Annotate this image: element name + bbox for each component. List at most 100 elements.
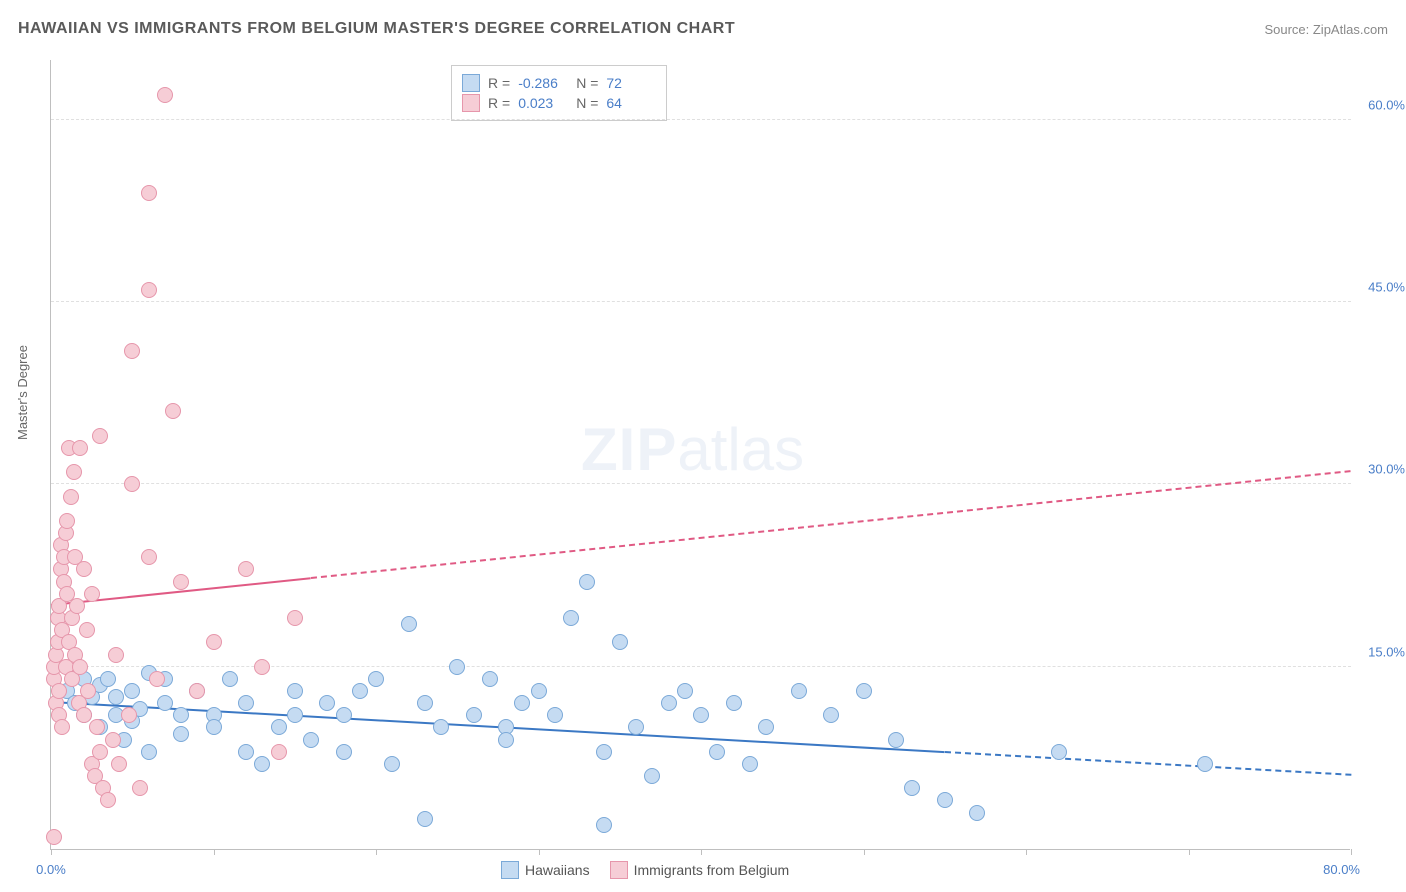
scatter-point bbox=[287, 683, 303, 699]
scatter-point bbox=[238, 695, 254, 711]
scatter-point bbox=[791, 683, 807, 699]
scatter-point bbox=[108, 689, 124, 705]
scatter-point bbox=[66, 464, 82, 480]
r-value-series1: -0.286 bbox=[518, 75, 568, 91]
scatter-point bbox=[482, 671, 498, 687]
scatter-point bbox=[222, 671, 238, 687]
scatter-point bbox=[449, 659, 465, 675]
scatter-point bbox=[100, 792, 116, 808]
trend-line-dashed bbox=[311, 470, 1351, 579]
scatter-point bbox=[287, 610, 303, 626]
scatter-point bbox=[417, 811, 433, 827]
watermark-zip: ZIP bbox=[581, 416, 677, 483]
scatter-point bbox=[612, 634, 628, 650]
n-label: N = bbox=[576, 75, 598, 91]
legend-label-series2: Immigrants from Belgium bbox=[634, 862, 790, 878]
gridline-y bbox=[51, 301, 1351, 302]
scatter-point bbox=[417, 695, 433, 711]
scatter-point bbox=[238, 744, 254, 760]
legend-label-series1: Hawaiians bbox=[525, 862, 590, 878]
scatter-point bbox=[124, 476, 140, 492]
chart-legend: Hawaiians Immigrants from Belgium bbox=[501, 861, 789, 879]
scatter-point bbox=[596, 744, 612, 760]
xtick bbox=[539, 849, 540, 855]
r-value-series2: 0.023 bbox=[518, 95, 568, 111]
scatter-point bbox=[132, 780, 148, 796]
scatter-point bbox=[969, 805, 985, 821]
xtick bbox=[1026, 849, 1027, 855]
ytick-label: 30.0% bbox=[1368, 462, 1405, 477]
chart-area: Master's Degree ZIPatlas R = -0.286 N = … bbox=[50, 60, 1350, 850]
scatter-point bbox=[157, 87, 173, 103]
scatter-point bbox=[271, 719, 287, 735]
scatter-point bbox=[100, 671, 116, 687]
scatter-point bbox=[206, 634, 222, 650]
scatter-point bbox=[904, 780, 920, 796]
scatter-point bbox=[76, 707, 92, 723]
scatter-point bbox=[173, 707, 189, 723]
scatter-point bbox=[352, 683, 368, 699]
scatter-point bbox=[937, 792, 953, 808]
xtick bbox=[214, 849, 215, 855]
ytick-label: 15.0% bbox=[1368, 644, 1405, 659]
gridline-y bbox=[51, 666, 1351, 667]
scatter-point bbox=[108, 647, 124, 663]
scatter-point bbox=[563, 610, 579, 626]
scatter-point bbox=[92, 428, 108, 444]
legend-swatch-series2 bbox=[610, 861, 628, 879]
legend-swatch-series1 bbox=[501, 861, 519, 879]
scatter-point bbox=[238, 561, 254, 577]
source-attribution: Source: ZipAtlas.com bbox=[1264, 22, 1388, 37]
scatter-point bbox=[105, 732, 121, 748]
scatter-point bbox=[644, 768, 660, 784]
xtick-label: 80.0% bbox=[1323, 862, 1360, 877]
scatter-point bbox=[189, 683, 205, 699]
swatch-series2 bbox=[462, 94, 480, 112]
n-value-series2: 64 bbox=[606, 95, 656, 111]
scatter-point bbox=[856, 683, 872, 699]
scatter-point bbox=[59, 513, 75, 529]
scatter-point bbox=[823, 707, 839, 723]
xtick bbox=[376, 849, 377, 855]
scatter-point bbox=[466, 707, 482, 723]
scatter-point bbox=[76, 561, 92, 577]
scatter-point bbox=[1051, 744, 1067, 760]
scatter-point bbox=[111, 756, 127, 772]
scatter-point bbox=[401, 616, 417, 632]
scatter-point bbox=[628, 719, 644, 735]
scatter-point bbox=[254, 756, 270, 772]
scatter-point bbox=[51, 683, 67, 699]
y-axis-label: Master's Degree bbox=[15, 345, 30, 440]
scatter-point bbox=[709, 744, 725, 760]
scatter-point bbox=[80, 683, 96, 699]
scatter-point bbox=[89, 719, 105, 735]
scatter-point bbox=[368, 671, 384, 687]
xtick bbox=[864, 849, 865, 855]
scatter-point bbox=[596, 817, 612, 833]
scatter-point bbox=[726, 695, 742, 711]
scatter-point bbox=[157, 695, 173, 711]
scatter-point bbox=[173, 574, 189, 590]
n-value-series1: 72 bbox=[606, 75, 656, 91]
scatter-point bbox=[121, 707, 137, 723]
scatter-point bbox=[63, 489, 79, 505]
scatter-point bbox=[319, 695, 335, 711]
scatter-point bbox=[141, 185, 157, 201]
r-label: R = bbox=[488, 75, 510, 91]
scatter-point bbox=[271, 744, 287, 760]
scatter-point bbox=[69, 598, 85, 614]
scatter-point bbox=[336, 707, 352, 723]
scatter-point bbox=[1197, 756, 1213, 772]
scatter-point bbox=[433, 719, 449, 735]
xtick-label: 0.0% bbox=[36, 862, 66, 877]
scatter-point bbox=[124, 343, 140, 359]
scatter-plot: ZIPatlas R = -0.286 N = 72 R = 0.023 N =… bbox=[50, 60, 1350, 850]
scatter-point bbox=[677, 683, 693, 699]
scatter-point bbox=[579, 574, 595, 590]
r-label: R = bbox=[488, 95, 510, 111]
scatter-point bbox=[254, 659, 270, 675]
scatter-point bbox=[303, 732, 319, 748]
xtick bbox=[701, 849, 702, 855]
stats-row-series2: R = 0.023 N = 64 bbox=[462, 94, 656, 112]
gridline-y bbox=[51, 119, 1351, 120]
